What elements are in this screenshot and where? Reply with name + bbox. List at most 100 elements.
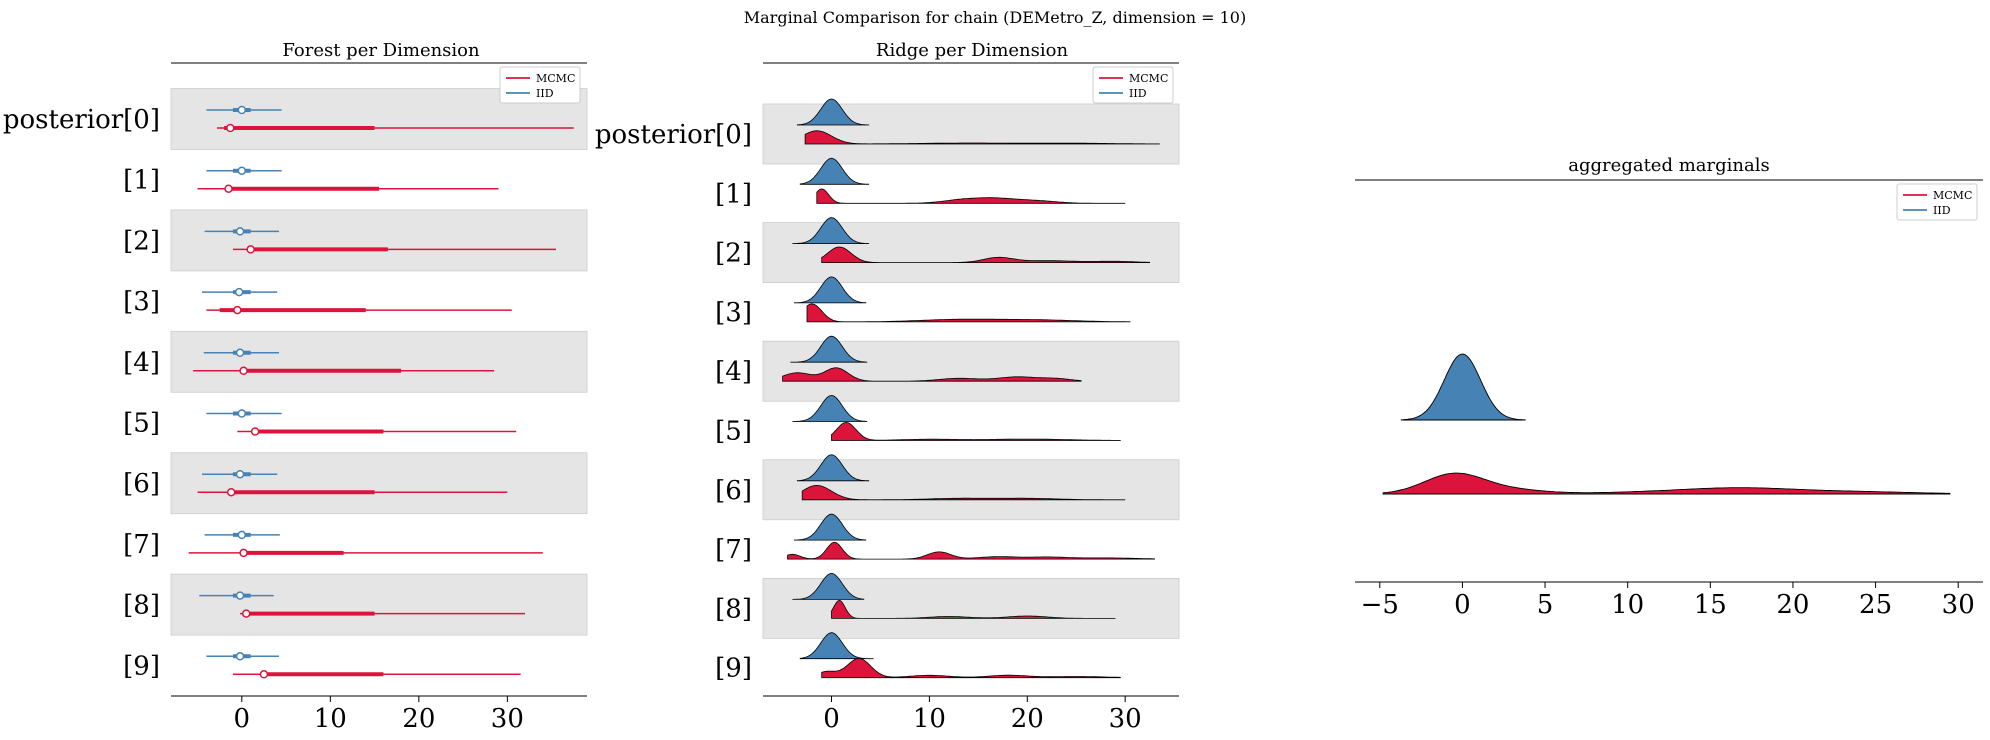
aggregate-tick-label: 30 [1942, 590, 1975, 620]
aggregate-legend-label-iid: IID [1933, 204, 1951, 217]
aggregate-mcmc-density [1382, 472, 1951, 495]
ridge-iid-density [799, 632, 874, 660]
forest-marks [188, 105, 574, 679]
forest-iid-median-point [237, 105, 247, 115]
ridge-row-label: [8] [715, 594, 752, 624]
forest-mcmc-median-point [246, 245, 255, 254]
ridge-marks [782, 98, 1160, 679]
ridge-mcmc-density [831, 422, 1121, 441]
ridge-legend-label-mcmc: MCMC [1129, 72, 1168, 85]
forest-mcmc-median-point [239, 366, 248, 376]
ridge-row-labels: posterior[0] [1] [2] [3] [4] [5] [6] [7] [8] [9] [595, 120, 752, 684]
forest-panel: Forest per Dimension posterior[0] [1] [2] [… [3, 40, 588, 734]
forest-row-label: posterior[0] [3, 105, 160, 135]
ridge-row-label: posterior[0] [595, 120, 752, 150]
forest-iid-median-point [235, 469, 245, 479]
ridge-legend-label-iid: IID [1129, 87, 1147, 100]
ridge-legend: MCMC IID [1092, 66, 1174, 104]
forest-mcmc-median-point [226, 123, 235, 133]
forest-row-label: [4] [123, 348, 160, 378]
ridge-mcmc-density [806, 303, 1131, 323]
forest-iid-median-point [237, 530, 247, 540]
forest-legend: MCMC IID [499, 66, 581, 104]
forest-row-label: [5] [123, 409, 160, 439]
aggregate-x-axis: −5 0 5 10 15 20 25 30 [1355, 179, 1983, 620]
forest-mcmc-median-point [241, 609, 251, 618]
forest-mcmc-median-point [239, 548, 248, 558]
aggregate-tick-label: 10 [1611, 590, 1644, 620]
forest-iid-median-point [235, 652, 245, 661]
ridge-tick-label: 20 [1011, 704, 1044, 734]
forest-row-label: [1] [123, 166, 160, 196]
aggregate-tick-label: 5 [1537, 590, 1554, 620]
forest-row-label: [2] [123, 226, 160, 256]
ridge-panel: Ridge per Dimension posterior[0] [1] [2] [3… [595, 40, 1180, 734]
ridge-iid-density [796, 98, 870, 126]
forest-row-bands [170, 88, 588, 636]
ridge-tick-label: 0 [823, 704, 840, 734]
aggregate-iid-density [1400, 353, 1526, 421]
aggregate-panel-title: aggregated marginals [1568, 155, 1769, 176]
ridge-iid-density [796, 454, 870, 482]
figure-title: Marginal Comparison for chain (DEMetro_Z… [744, 8, 1246, 27]
aggregate-tick-label: 0 [1454, 590, 1471, 620]
ridge-row-label: [3] [715, 298, 752, 328]
forest-tick-label: 20 [402, 704, 435, 734]
aggregate-tick-label: 25 [1859, 590, 1892, 620]
forest-mcmc-median-point [224, 184, 233, 193]
ridge-mcmc-density [804, 130, 1160, 145]
ridge-mcmc-density [782, 367, 1082, 382]
ridge-iid-density [793, 276, 867, 304]
ridge-iid-density [792, 395, 868, 422]
forest-tick-label: 30 [491, 704, 524, 734]
ridge-mcmc-density [821, 246, 1150, 263]
forest-mcmc-median-point [233, 305, 242, 315]
ridge-mcmc-density [816, 188, 1126, 204]
forest-row-band [170, 573, 588, 636]
ridge-iid-density [799, 157, 870, 185]
aggregate-legend: MCMC IID [1896, 183, 1978, 221]
forest-row-band [170, 330, 588, 393]
forest-row-label: [6] [123, 469, 160, 499]
aggregate-legend-frame [1896, 183, 1978, 221]
forest-x-axis: 0 10 20 30 [171, 62, 587, 734]
forest-row-labels: posterior[0] [1] [2] [3] [4] [5] [6] [7] [8] [9] [3, 105, 160, 681]
ridge-iid-density [793, 513, 867, 541]
ridge-panel-title: Ridge per Dimension [876, 40, 1069, 61]
forest-tick-label: 0 [234, 704, 251, 734]
forest-iid-median-point [234, 287, 244, 297]
forest-iid-median-point [235, 227, 245, 236]
ridge-iid-density [790, 335, 868, 363]
aggregate-marks [1382, 353, 1951, 495]
forest-tick-label: 10 [314, 704, 347, 734]
ridge-row-label: [2] [715, 239, 752, 269]
forest-iid-median-point [237, 409, 247, 418]
ridge-mcmc-density [831, 599, 1116, 619]
aggregate-panel: aggregated marginals −5 0 5 10 15 20 25 30 MCMC… [1355, 155, 1983, 620]
forest-row-band [170, 209, 588, 272]
forest-mcmc-median-point [250, 427, 260, 436]
ridge-row-label: [1] [715, 179, 752, 209]
forest-row-band [170, 452, 588, 515]
ridge-row-label: [5] [715, 417, 752, 447]
aggregate-legend-label-mcmc: MCMC [1933, 189, 1972, 202]
forest-row-label: [7] [123, 530, 160, 560]
ridge-legend-frame [1092, 66, 1174, 104]
aggregate-tick-label: −5 [1361, 590, 1399, 620]
forest-mcmc-median-point [259, 670, 269, 679]
forest-panel-title: Forest per Dimension [282, 40, 480, 61]
forest-iid-median-point [235, 591, 245, 600]
forest-row-label: [3] [123, 287, 160, 317]
ridge-row-label: [7] [715, 535, 752, 565]
forest-iid-median-point [237, 166, 247, 175]
forest-iid-median-point [235, 348, 245, 358]
ridge-iid-density [792, 572, 865, 600]
ridge-x-axis: 0 10 20 30 [763, 62, 1179, 734]
ridge-tick-label: 30 [1109, 704, 1142, 734]
ridge-row-label: [6] [715, 476, 752, 506]
ridge-mcmc-density [801, 485, 1126, 501]
forest-mcmc-median-point [226, 487, 236, 497]
ridge-row-label: [9] [715, 654, 752, 684]
ridge-row-label: [4] [715, 357, 752, 387]
forest-legend-frame [499, 66, 581, 104]
